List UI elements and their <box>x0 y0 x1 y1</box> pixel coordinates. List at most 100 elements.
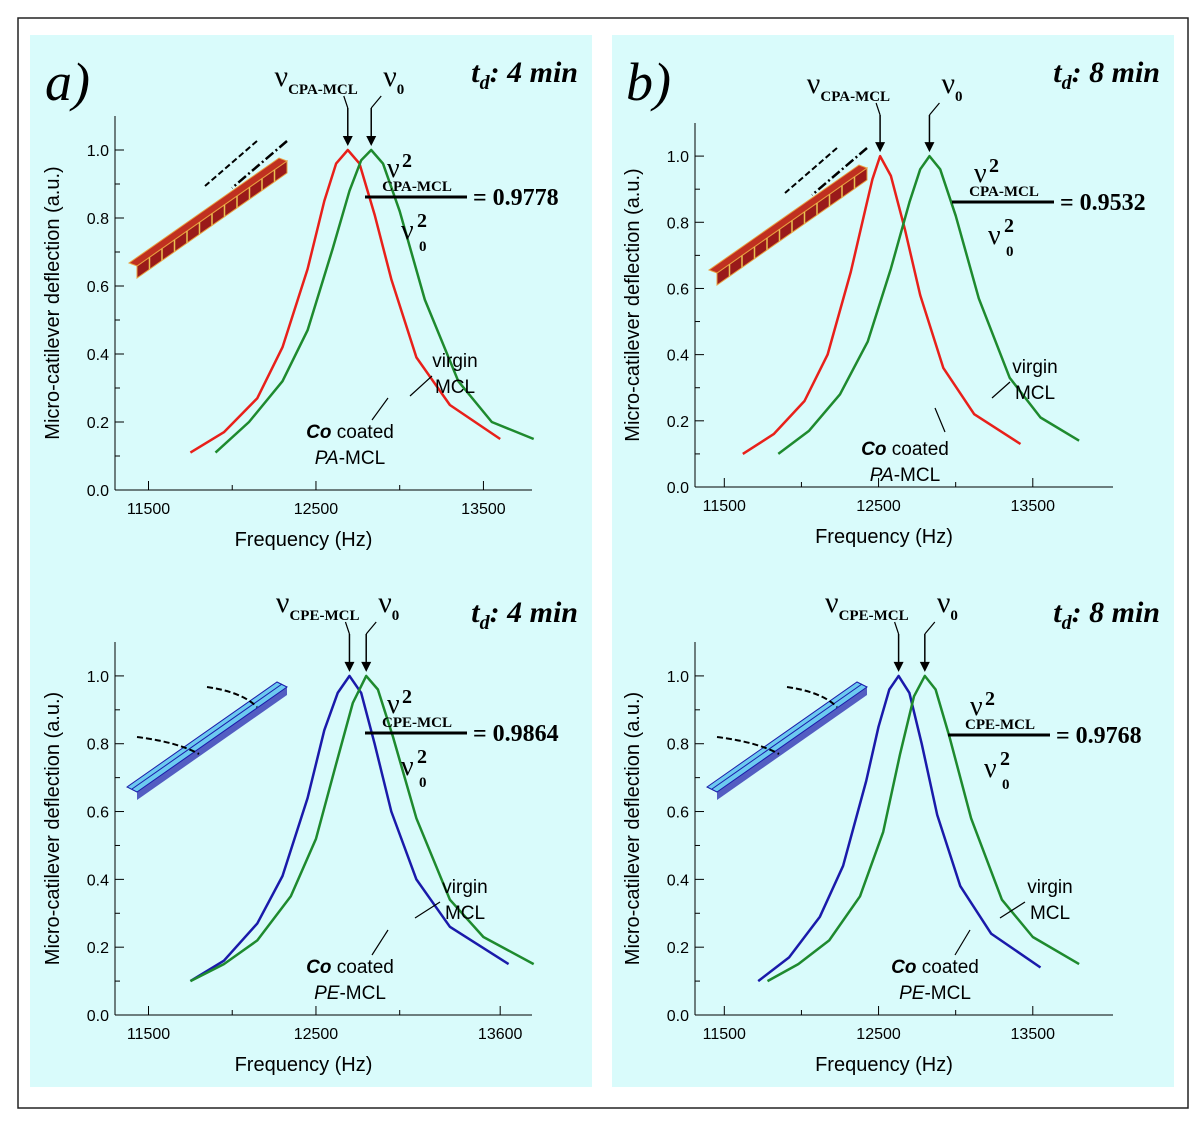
peak-symbol: ν <box>825 586 839 619</box>
peak-label: νCPA-MCL <box>274 60 357 98</box>
ratio-superscript: 2 <box>989 155 999 177</box>
td-text: : 4 min <box>490 596 578 629</box>
curve-label-part: coated <box>887 439 949 460</box>
curve-label-part: PE <box>899 983 925 1004</box>
curve-label: MCL <box>445 903 485 924</box>
y-axis-label: Micro-catilever deflection (a.u.) <box>42 166 64 439</box>
x-tick-label: 12500 <box>856 498 901 515</box>
ratio-subscript: CPE-MCL <box>965 717 1035 733</box>
x-axis-label: Frequency (Hz) <box>235 1054 373 1076</box>
curve-label: PA-MCL <box>870 465 940 486</box>
ratio-symbol: ν <box>387 689 400 720</box>
peak-label-tick <box>370 95 382 109</box>
data-line <box>766 674 1080 983</box>
curve-label-part: coated <box>917 957 979 978</box>
peak-subscript: 0 <box>950 608 958 624</box>
peak-symbol: ν <box>276 586 290 619</box>
peak-label-tick <box>344 621 351 635</box>
curve-label: Co coated <box>861 439 949 460</box>
y-tick-label: 1.0 <box>667 149 689 166</box>
curve-label-part: -MCL <box>924 983 970 1004</box>
td-symbol: t <box>1053 596 1063 629</box>
flow-arrow <box>786 686 838 708</box>
curve-label: Co coated <box>891 957 979 978</box>
x-axis-label: Frequency (Hz) <box>235 529 373 551</box>
panel-label: a) <box>45 52 90 112</box>
ratio-subscript: 0 <box>1006 244 1014 260</box>
flow-arrow <box>231 140 288 189</box>
label-leader <box>934 407 946 433</box>
arrow-head <box>875 142 886 153</box>
y-tick-label: 0.0 <box>87 483 109 500</box>
td-text: : 4 min <box>490 56 578 89</box>
peak-symbol: ν <box>941 67 955 100</box>
curve-label: Co coated <box>306 957 394 978</box>
ratio-superscript: 2 <box>1004 215 1014 237</box>
x-tick-label: 13600 <box>478 1026 523 1043</box>
y-tick-label: 0.6 <box>667 281 689 298</box>
ratio-subscript: 0 <box>419 239 427 255</box>
ratio-symbol: ν <box>970 691 983 722</box>
arrow-head <box>893 661 904 672</box>
td-symbol: t <box>471 56 481 89</box>
curve-label: PE-MCL <box>314 983 386 1004</box>
curve-label-part: MCL <box>445 903 485 924</box>
ratio-symbol: ν <box>401 215 414 246</box>
x-tick-label: 12500 <box>294 1026 339 1043</box>
label-leader <box>409 375 433 397</box>
y-tick-label: 1.0 <box>667 669 689 686</box>
td-label: td: 8 min <box>1053 56 1160 94</box>
panel-a-background <box>30 35 592 1087</box>
y-tick-label: 0.8 <box>667 737 689 754</box>
peak-subscript: CPE-MCL <box>289 608 359 624</box>
curve-label-part: MCL <box>1015 383 1055 404</box>
flow-arrow <box>206 686 258 708</box>
arrow-head <box>919 661 930 672</box>
arrow-head <box>924 142 935 153</box>
ratio-symbol: ν <box>401 751 414 782</box>
curve-label-part: Co <box>306 957 331 978</box>
peak-subscript: 0 <box>392 608 400 624</box>
td-subscript: d <box>480 612 491 634</box>
arrow-head <box>344 661 355 672</box>
td-subscript: d <box>1062 72 1073 94</box>
x-axis-label: Frequency (Hz) <box>815 526 953 548</box>
data-line <box>214 148 535 454</box>
curve-label: virgin <box>1027 877 1072 898</box>
curve-label-part: MCL <box>435 377 475 398</box>
label-leader <box>991 381 1011 399</box>
y-tick-label: 0.6 <box>87 279 109 296</box>
y-tick-label: 0.2 <box>667 940 689 957</box>
curve-label-part: MCL <box>1030 903 1070 924</box>
td-text: : 8 min <box>1072 56 1160 89</box>
peak-label-tick <box>343 95 349 109</box>
flow-arrow <box>784 147 838 194</box>
x-tick-label: 11500 <box>703 1026 746 1043</box>
y-tick-label: 0.2 <box>87 940 109 957</box>
y-tick-label: 0.6 <box>87 805 109 822</box>
td-symbol: t <box>1053 56 1063 89</box>
flow-arrow <box>811 147 868 196</box>
y-tick-label: 0.4 <box>87 872 109 889</box>
ratio-subscript: CPE-MCL <box>382 715 452 731</box>
y-tick-label: 0.4 <box>667 872 689 889</box>
ratio-result: = 0.9532 <box>1060 190 1146 216</box>
peak-label: νCPA-MCL <box>807 67 890 105</box>
y-tick-label: 0.8 <box>87 737 109 754</box>
panel-label: b) <box>626 52 671 112</box>
td-label: td: 8 min <box>1053 596 1160 634</box>
curve-label: MCL <box>1030 903 1070 924</box>
ratio-superscript: 2 <box>985 688 995 710</box>
td-symbol: t <box>471 596 481 629</box>
ratio-symbol: ν <box>984 753 997 784</box>
data-line <box>189 674 535 983</box>
arrow-head <box>361 661 372 672</box>
y-tick-label: 0.4 <box>667 348 689 365</box>
peak-subscript: CPE-MCL <box>839 608 909 624</box>
data-line <box>189 674 510 983</box>
ratio-subscript: 0 <box>419 775 427 791</box>
x-tick-label: 11500 <box>127 501 170 518</box>
y-tick-label: 0.0 <box>87 1008 109 1025</box>
data-line <box>742 154 1022 455</box>
cantilever-icon <box>137 687 287 800</box>
